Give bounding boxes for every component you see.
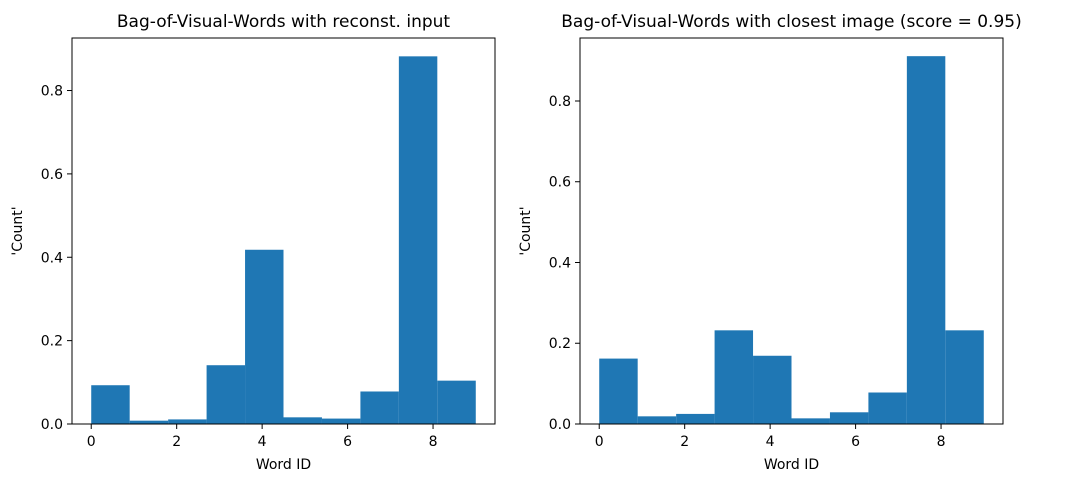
y-axis-label: 'Count' [10, 206, 26, 255]
y-tick-label: 0.4 [549, 255, 571, 271]
histogram-bar [283, 417, 322, 424]
histogram-bar [829, 412, 869, 424]
x-tick-label: 8 [937, 434, 946, 450]
chart-title: Bag-of-Visual-Words with reconst. input [117, 12, 451, 32]
x-tick-label: 0 [87, 434, 96, 450]
x-axis-label: Word ID [256, 457, 311, 473]
histogram-bar [245, 249, 284, 424]
x-tick-label: 2 [680, 434, 689, 450]
histogram-bar [676, 413, 715, 424]
axes-frame [71, 37, 496, 425]
y-tick-label: 0.4 [41, 250, 63, 266]
y-tick-label: 0.6 [549, 175, 571, 191]
histogram-bar [599, 358, 638, 424]
histogram-bar [945, 330, 984, 424]
histogram-bar [791, 418, 830, 424]
y-tick-label: 0.2 [549, 336, 571, 352]
y-tick-label: 0.0 [549, 417, 571, 433]
histogram-bar [753, 355, 792, 424]
y-tick-label: 0.0 [41, 417, 63, 433]
axes-frame [579, 37, 1004, 425]
x-tick-label: 2 [172, 434, 181, 450]
chart-title: Bag-of-Visual-Words with closest image (… [561, 12, 1021, 32]
histogram-bar [129, 420, 169, 424]
histogram-bar [714, 330, 754, 424]
histogram-bar [91, 385, 130, 424]
x-axis-label: Word ID [764, 457, 819, 473]
histogram-bar [906, 56, 946, 425]
histogram-bar [321, 418, 361, 424]
chart-panel-2: 0 2 4 6 8 0.0 0.2 0.4 0.6 0.8 Bag-of-Visual-Words … [518, 12, 1022, 473]
y-tick-label: 0.2 [41, 334, 63, 350]
histogram-bar [637, 416, 677, 424]
x-tick-label: 6 [343, 434, 352, 450]
y-tick-label: 0.8 [41, 84, 63, 100]
histogram-bar [437, 380, 476, 424]
histogram-bar [206, 365, 246, 424]
y-axis-label: 'Count' [518, 206, 534, 255]
chart-panel-1: 0 2 4 6 8 0.0 0.2 0.4 0.6 0.8 Bag-of-Visual-Words … [10, 12, 496, 473]
x-tick-label: 4 [766, 434, 775, 450]
x-tick-label: 6 [851, 434, 860, 450]
x-tick-label: 0 [595, 434, 604, 450]
histogram-bar [868, 392, 907, 424]
histogram-bar [398, 56, 438, 425]
y-tick-label: 0.8 [549, 94, 571, 110]
x-tick-label: 4 [258, 434, 267, 450]
y-tick-label: 0.6 [41, 167, 63, 183]
histogram-bar [360, 391, 399, 424]
x-tick-label: 8 [429, 434, 438, 450]
histogram-bar [168, 419, 207, 424]
